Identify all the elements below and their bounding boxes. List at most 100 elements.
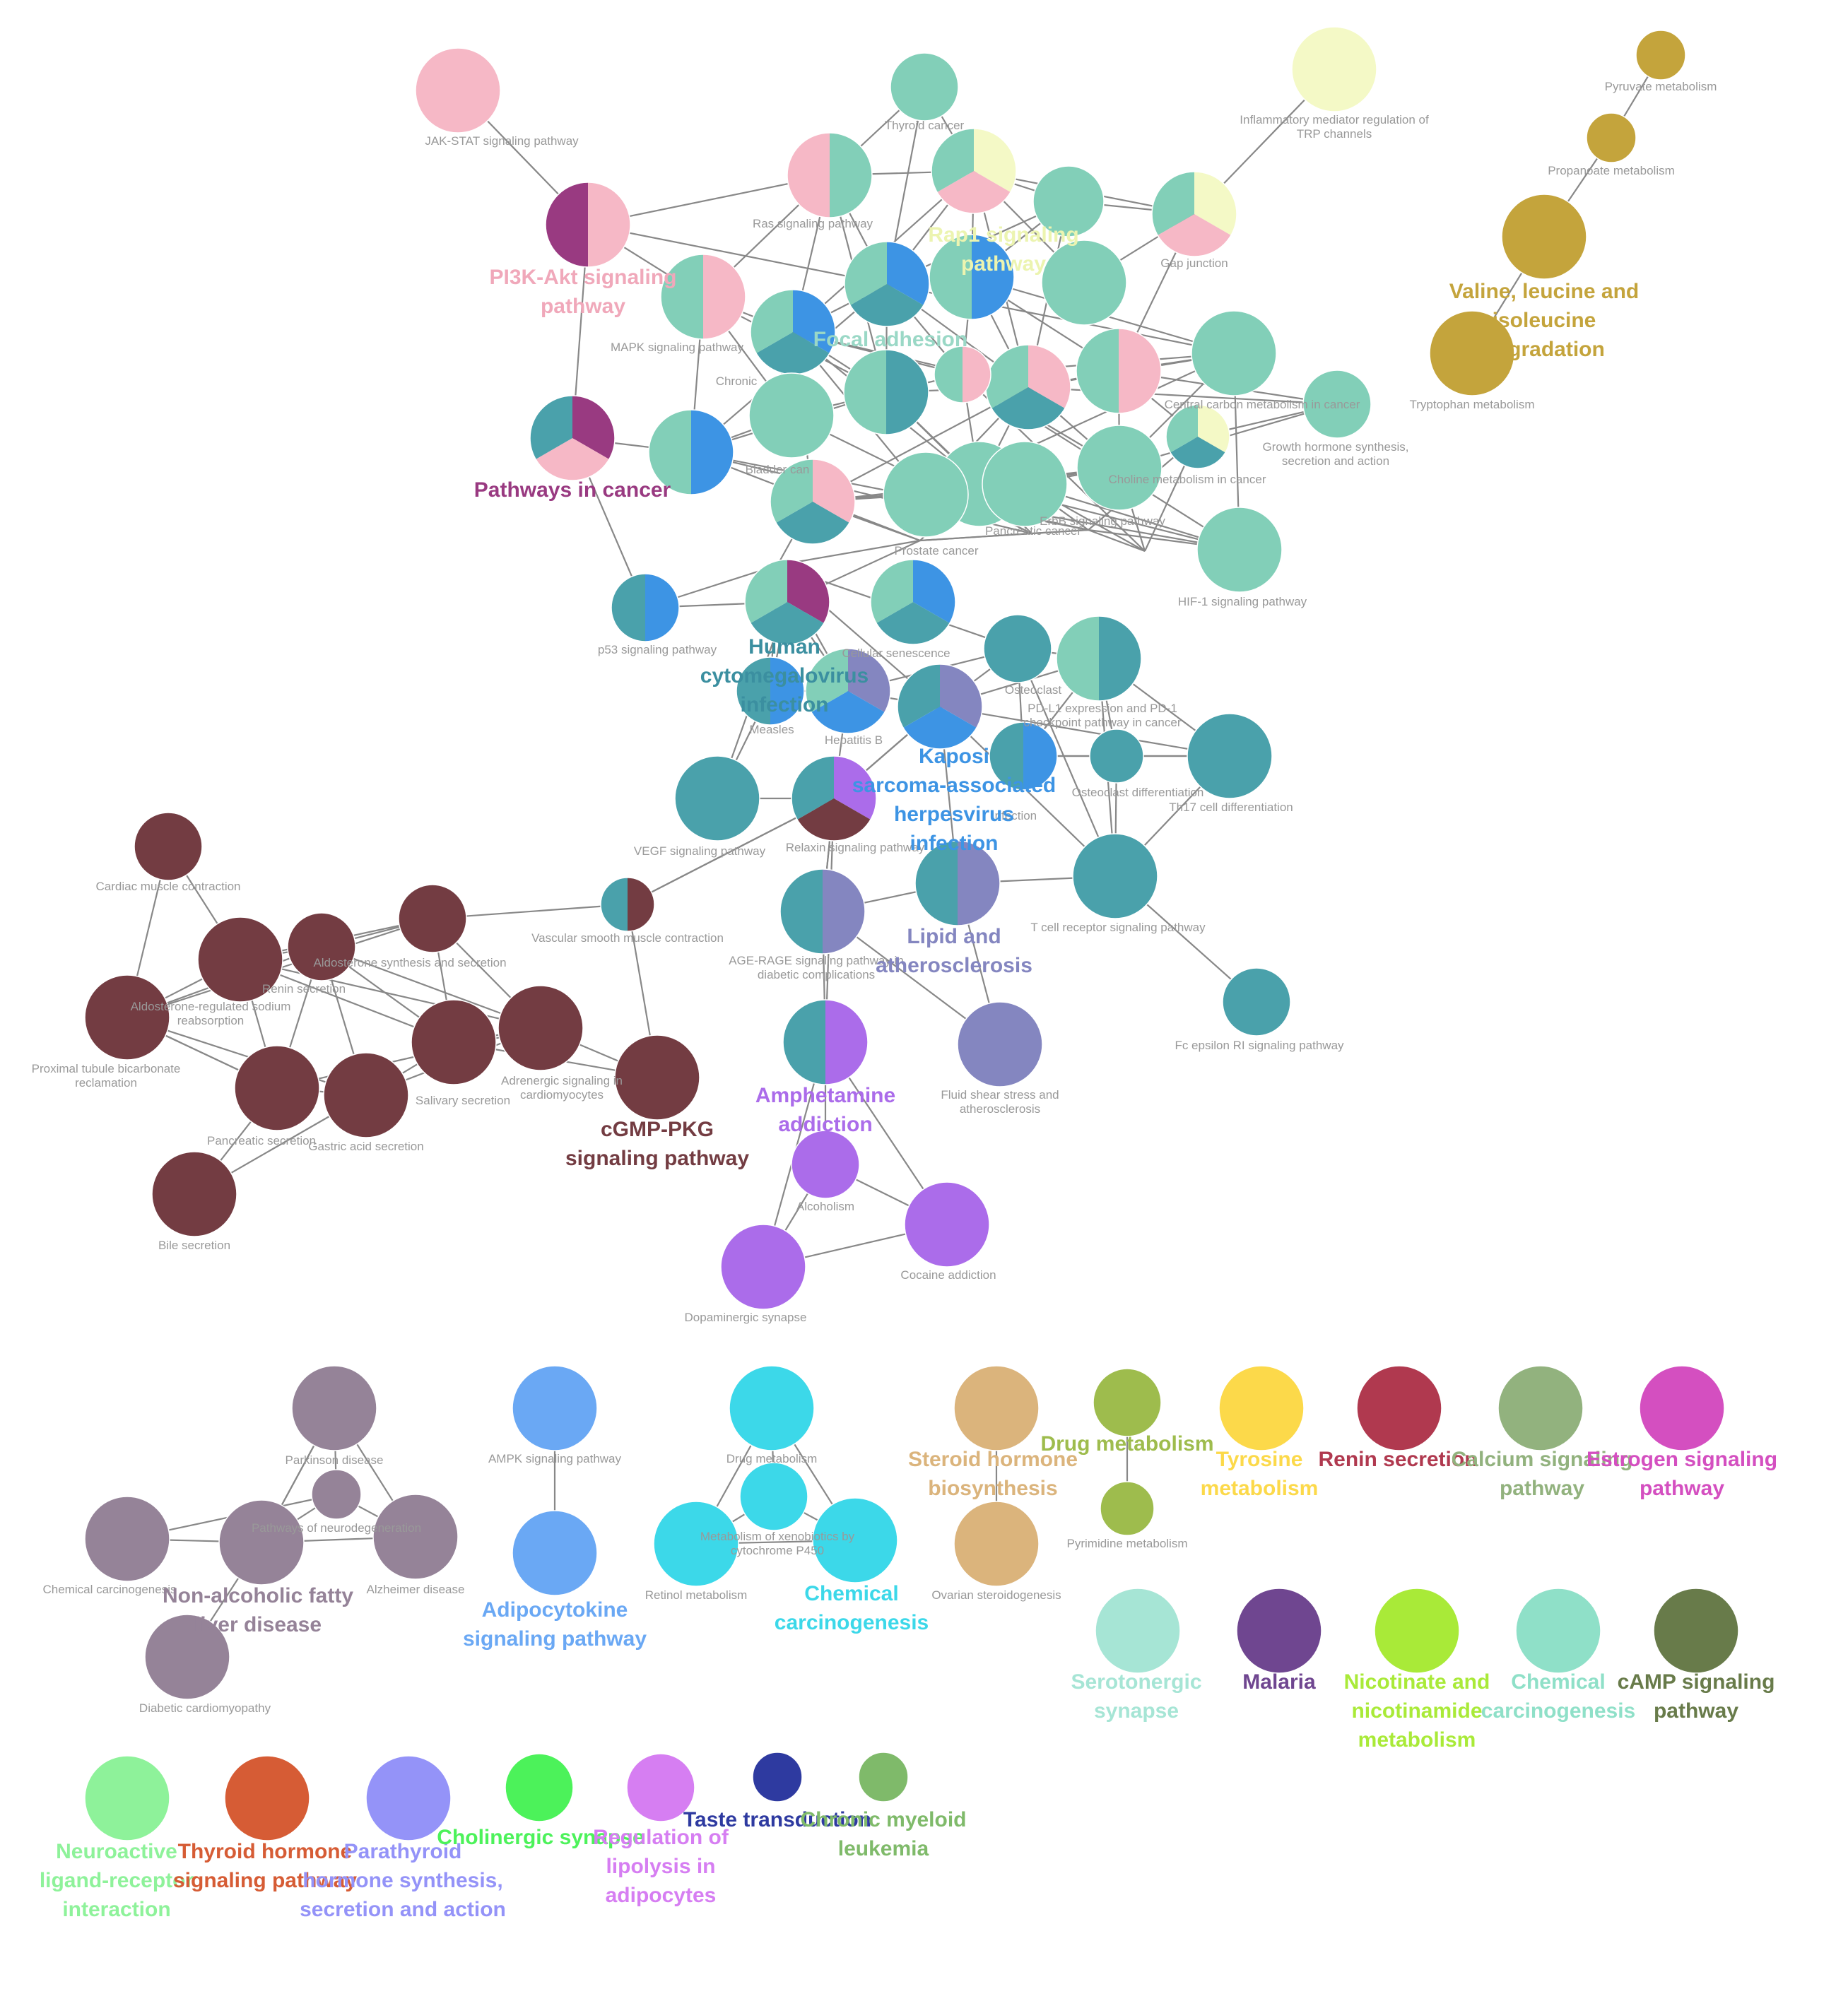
network-node[interactable] [291,1365,377,1451]
network-node[interactable] [614,1034,700,1121]
network-node[interactable] [720,1224,806,1310]
network-node[interactable] [600,877,655,932]
network-node[interactable] [779,868,866,955]
network-node[interactable] [957,1001,1043,1087]
network-node[interactable] [752,1752,803,1802]
network-node[interactable] [1429,310,1515,396]
network-node[interactable] [1222,967,1291,1037]
network-node[interactable] [197,916,283,1003]
network-node[interactable] [545,182,631,268]
network-node[interactable] [372,1494,459,1580]
network-node[interactable] [934,346,991,403]
network-node[interactable] [870,559,956,645]
network-node[interactable] [858,1752,909,1802]
network-node[interactable] [1191,310,1277,396]
network-node[interactable] [890,52,959,122]
network-node[interactable] [218,1499,305,1586]
network-node[interactable] [1076,425,1163,511]
network-node[interactable] [805,648,891,734]
network-node[interactable] [844,241,930,327]
network-node[interactable] [512,1365,598,1451]
network-node[interactable] [498,985,584,1071]
network-node[interactable] [1056,615,1142,702]
network-node[interactable] [1586,112,1637,163]
network-node[interactable] [323,1052,409,1138]
network-node[interactable] [791,755,877,842]
network-node[interactable] [953,1365,1040,1451]
network-node[interactable] [1196,507,1283,593]
network-node[interactable] [224,1755,310,1841]
network-node[interactable] [1072,833,1158,919]
network-node[interactable] [782,999,869,1085]
network-node[interactable] [1302,370,1372,439]
network-node[interactable] [674,755,760,842]
network-node[interactable] [739,1462,808,1531]
network-node[interactable] [234,1045,320,1131]
network-node[interactable] [653,1501,739,1587]
network-node[interactable] [1497,1365,1584,1451]
network-node[interactable] [398,884,467,953]
network-node[interactable] [1236,1588,1322,1674]
network-node[interactable] [84,974,170,1061]
network-node[interactable] [750,289,836,375]
network-node[interactable] [897,663,983,750]
network-node[interactable] [512,1510,598,1596]
network-node[interactable] [1095,1588,1181,1674]
network-node[interactable] [953,1501,1040,1587]
network-node[interactable] [626,1753,695,1822]
network-node[interactable] [989,721,1058,791]
cluster-label: Rap1 signaling pathway [928,223,1078,276]
network-node[interactable] [1639,1365,1725,1451]
network-node[interactable] [1374,1588,1460,1674]
network-node[interactable] [1093,1368,1162,1437]
network-node[interactable] [791,1130,860,1199]
network-node[interactable] [843,349,929,435]
network-node[interactable] [770,459,856,545]
network-node[interactable] [744,559,830,645]
network-node[interactable] [1501,194,1587,280]
network-node[interactable] [982,441,1068,527]
network-node[interactable] [812,1497,898,1583]
network-node[interactable] [1032,165,1105,237]
network-node[interactable] [529,395,616,481]
network-node[interactable] [144,1614,230,1700]
network-node[interactable] [729,1365,815,1451]
network-node[interactable] [883,451,969,538]
network-node[interactable] [1218,1365,1305,1451]
network-node[interactable] [415,47,501,134]
network-node[interactable] [1356,1365,1442,1451]
network-node[interactable] [787,132,873,218]
network-node[interactable] [660,254,746,340]
network-node[interactable] [1635,30,1686,81]
network-node[interactable] [1089,728,1144,784]
network-node[interactable] [287,912,356,981]
network-node[interactable] [411,999,497,1085]
network-node[interactable] [311,1469,362,1520]
network-node[interactable] [1165,404,1230,469]
network-node[interactable] [736,656,805,726]
network-node[interactable] [1041,240,1127,326]
network-node[interactable] [931,128,1017,214]
network-node[interactable] [505,1753,574,1822]
network-node[interactable] [929,234,1015,320]
network-node[interactable] [1151,171,1237,257]
cluster-label: Tyrosine metabolism [1201,1448,1319,1500]
network-node[interactable] [983,614,1052,683]
network-node[interactable] [611,573,680,642]
network-node[interactable] [151,1151,237,1237]
network-node[interactable] [365,1755,452,1841]
network-node[interactable] [1653,1588,1739,1674]
network-node[interactable] [1187,713,1273,799]
network-node[interactable] [84,1755,170,1841]
network-node[interactable] [1100,1481,1155,1536]
network-node[interactable] [1515,1588,1601,1674]
network-node[interactable] [904,1181,990,1268]
network-node[interactable] [1291,26,1377,112]
network-node[interactable] [134,812,203,881]
network-node[interactable] [1076,328,1162,414]
network-node[interactable] [914,840,1001,926]
network-node[interactable] [748,372,835,459]
network-node[interactable] [84,1496,170,1582]
network-node[interactable] [648,409,734,495]
network-node[interactable] [985,344,1071,430]
